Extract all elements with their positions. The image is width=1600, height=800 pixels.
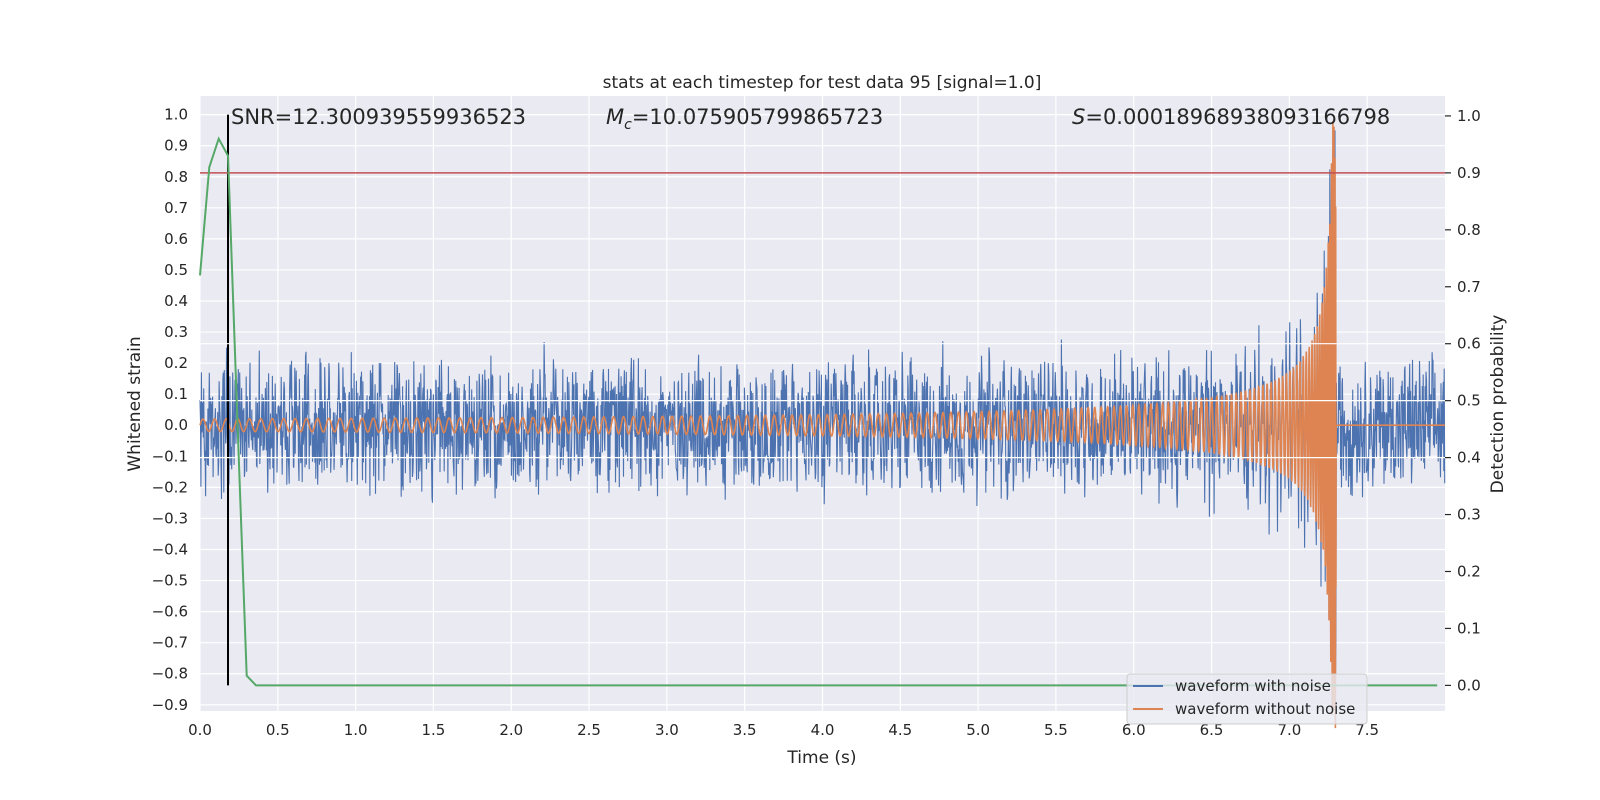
y-tick-label: −0.6: [152, 603, 188, 621]
y-tick-label: −0.3: [152, 509, 188, 527]
y-tick-label: 0.2: [164, 354, 188, 372]
y-tick-label: 1.0: [164, 106, 188, 124]
y-tick-label: 0.4: [164, 292, 188, 310]
mc-symbol: M: [606, 105, 624, 129]
legend: waveform with noise waveform without noi…: [1126, 673, 1368, 725]
y-axis-ticks: 1.0 0.9 0.8 0.7 0.6 0.5 0.4 0.3 0.2 0.1 0.0 −0.1 −0.…: [152, 106, 188, 714]
series-waveform-without-noise: [199, 121, 1445, 729]
s-value: =0.00018968938093166798: [1085, 105, 1390, 129]
y-tick-label: 0.8: [164, 168, 188, 186]
y2-tick-label: 0.3: [1457, 506, 1481, 524]
y2-tick-label: 0.7: [1457, 278, 1481, 296]
y-tick-label: −0.1: [152, 447, 188, 465]
x-axis-ticks: 0.0 0.5 1.0 1.5 2.0 2.5 3.0 3.5 4.0 4.5 5.0 5.5 6.0 6…: [188, 721, 1379, 739]
x-tick-label: 3.0: [655, 721, 679, 739]
y2-tick-label: 0.4: [1457, 449, 1481, 467]
s-annotation: S=0.00018968938093166798: [1072, 105, 1390, 129]
x-tick-label: 5.5: [1044, 721, 1068, 739]
snr-annotation: SNR=12.300939559936523: [231, 105, 526, 129]
y2-tick-label: 0.1: [1457, 619, 1481, 637]
x-tick-label: 4.5: [888, 721, 912, 739]
s-symbol: S: [1072, 105, 1085, 129]
x-tick-label: 0.0: [188, 721, 212, 739]
x-tick-label: 1.0: [344, 721, 368, 739]
y2-tick-label: 0.9: [1457, 164, 1481, 182]
x-tick-label: 2.0: [499, 721, 523, 739]
x-tick-label: 3.5: [733, 721, 757, 739]
y-tick-label: 0.0: [164, 416, 188, 434]
x-tick-label: 2.5: [577, 721, 601, 739]
y2-axis-ticks: 1.0 0.9 0.8 0.7 0.6 0.5 0.4 0.3 0.2 0.1 0.0: [1445, 107, 1481, 694]
y-tick-label: −0.9: [152, 696, 188, 714]
x-tick-label: 7.0: [1277, 721, 1301, 739]
mc-subscript: c: [624, 117, 632, 133]
detection-probability-line: [199, 136, 1438, 687]
x-tick-label: 6.5: [1200, 721, 1224, 739]
clean-waveform-path: [199, 121, 1445, 729]
y-tick-label: −0.4: [152, 540, 188, 558]
legend-box: [1126, 673, 1368, 725]
mc-annotation: Mc=10.075905799865723: [606, 105, 883, 133]
x-tick-label: 7.5: [1355, 721, 1379, 739]
x-tick-label: 4.0: [811, 721, 835, 739]
y-tick-label: 0.3: [164, 323, 188, 341]
y2-tick-label: 0.6: [1457, 335, 1481, 353]
chart-title: stats at each timestep for test data 95 …: [603, 73, 1042, 93]
y2-tick-label: 0.8: [1457, 221, 1481, 239]
x-tick-label: 5.0: [966, 721, 990, 739]
x-tick-label: 1.5: [422, 721, 446, 739]
y-tick-label: 0.7: [164, 199, 188, 217]
noise-waveform-path: [199, 130, 1446, 705]
x-tick-label: 6.0: [1122, 721, 1146, 739]
legend-label-clean: waveform without noise: [1175, 700, 1355, 718]
x-axis-label: Time (s): [786, 748, 856, 768]
y2-tick-label: 0.0: [1457, 676, 1481, 694]
y2-tick-label: 0.5: [1457, 392, 1481, 410]
y-tick-label: 0.6: [164, 230, 188, 248]
series-waveform-with-noise: [199, 130, 1446, 705]
y-tick-label: 0.1: [164, 385, 188, 403]
y-tick-label: −0.8: [152, 665, 188, 683]
y2-tick-label: 1.0: [1457, 107, 1481, 125]
y-tick-label: −0.5: [152, 572, 188, 590]
y2-tick-label: 0.2: [1457, 562, 1481, 580]
x-tick-label: 0.5: [266, 721, 290, 739]
y-tick-label: 0.9: [164, 137, 188, 155]
y-tick-label: −0.7: [152, 634, 188, 652]
mc-value: =10.075905799865723: [632, 105, 883, 129]
y-tick-label: −0.2: [152, 478, 188, 496]
y2-axis-label: Detection probability: [1488, 315, 1508, 494]
legend-label-noise: waveform with noise: [1175, 677, 1331, 695]
y-axis-label: Whitened strain: [125, 336, 145, 471]
y-tick-label: 0.5: [164, 261, 188, 279]
